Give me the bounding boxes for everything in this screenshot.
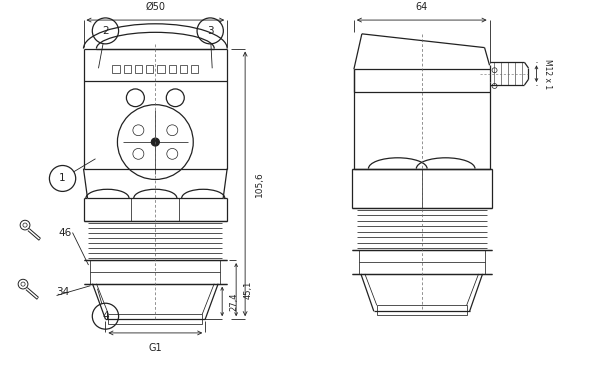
Bar [146,65,153,73]
Text: 46: 46 [59,227,72,237]
Text: 105,6: 105,6 [255,171,264,197]
Text: 64: 64 [416,2,428,12]
Bar [168,65,176,73]
Text: 1: 1 [59,174,66,183]
Text: G1: G1 [149,343,162,353]
Text: 3: 3 [207,26,213,36]
Text: 2: 2 [102,26,109,36]
Bar [158,65,165,73]
Bar [180,65,187,73]
Text: 4: 4 [102,311,109,321]
Text: Ø50: Ø50 [146,2,165,12]
Bar [191,65,198,73]
Text: 34: 34 [56,287,70,296]
Bar [113,65,120,73]
Text: 27,4: 27,4 [229,292,238,311]
Text: 45,1: 45,1 [243,280,252,299]
Bar [135,65,142,73]
Text: M12 x 1: M12 x 1 [543,59,552,89]
Bar [377,305,467,315]
Circle shape [152,138,159,146]
Bar [123,65,131,73]
Bar [108,314,202,324]
